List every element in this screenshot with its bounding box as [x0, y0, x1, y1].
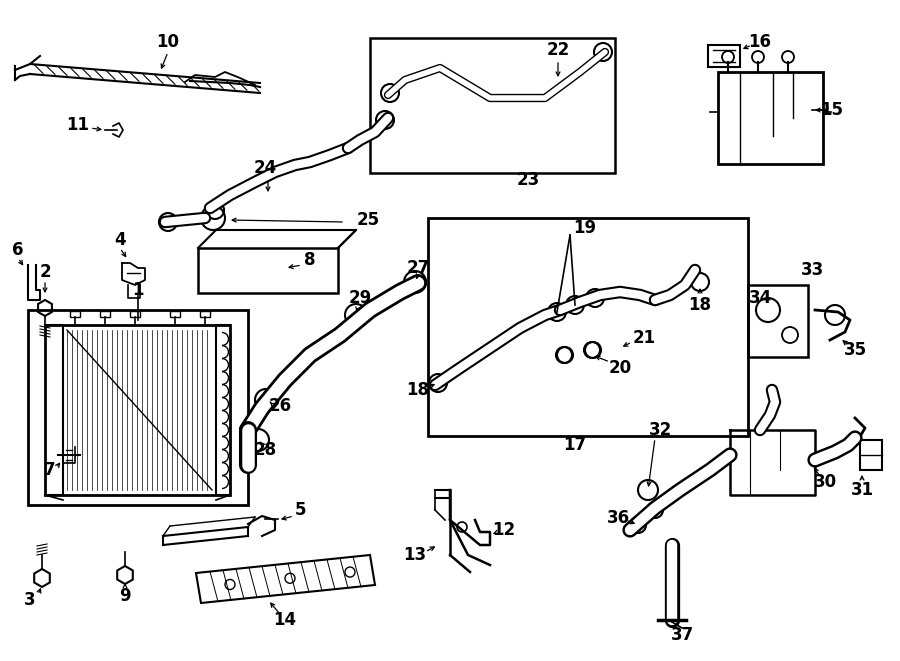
Text: 35: 35: [843, 341, 867, 359]
Text: 3: 3: [24, 591, 36, 609]
Bar: [45, 325, 230, 495]
Text: 6: 6: [13, 241, 23, 259]
Text: 13: 13: [403, 546, 427, 564]
Text: 9: 9: [119, 587, 130, 605]
Text: 23: 23: [517, 171, 540, 189]
Text: 11: 11: [67, 116, 89, 134]
Text: 34: 34: [749, 289, 771, 307]
Text: 29: 29: [348, 289, 372, 307]
Text: 2: 2: [40, 263, 50, 281]
Text: 25: 25: [356, 211, 380, 229]
Text: 4: 4: [114, 231, 126, 249]
Text: 10: 10: [157, 33, 179, 51]
Text: 30: 30: [814, 473, 837, 491]
Text: 36: 36: [607, 509, 630, 527]
Text: 27: 27: [407, 259, 429, 277]
Bar: [748, 285, 808, 357]
Text: 28: 28: [254, 441, 276, 459]
Text: 1: 1: [132, 281, 144, 299]
Bar: [708, 45, 740, 67]
Text: 26: 26: [268, 397, 292, 415]
Bar: [130, 311, 140, 317]
Text: 14: 14: [274, 611, 297, 629]
Bar: [200, 311, 210, 317]
Text: 16: 16: [749, 33, 771, 51]
Bar: [70, 311, 80, 317]
Bar: [718, 72, 823, 164]
Bar: [198, 248, 338, 293]
Bar: [100, 311, 110, 317]
Text: 12: 12: [492, 521, 516, 539]
Text: 20: 20: [608, 359, 632, 377]
Text: 8: 8: [304, 251, 316, 269]
Text: 24: 24: [254, 159, 276, 177]
Bar: [170, 311, 180, 317]
Text: 33: 33: [800, 261, 824, 279]
Bar: [370, 38, 615, 173]
Text: 21: 21: [633, 329, 655, 347]
Text: 5: 5: [294, 501, 306, 519]
Text: 37: 37: [670, 626, 694, 644]
Text: 22: 22: [546, 41, 570, 59]
Text: 19: 19: [573, 219, 597, 237]
Text: 31: 31: [850, 481, 874, 499]
Text: 17: 17: [563, 436, 587, 454]
Text: 7: 7: [44, 461, 56, 479]
Bar: [28, 310, 248, 505]
Text: 32: 32: [648, 421, 671, 439]
Text: 18: 18: [407, 381, 429, 399]
Text: 15: 15: [821, 101, 843, 119]
Text: 18: 18: [688, 296, 712, 314]
Bar: [860, 440, 882, 470]
Bar: [428, 218, 748, 436]
